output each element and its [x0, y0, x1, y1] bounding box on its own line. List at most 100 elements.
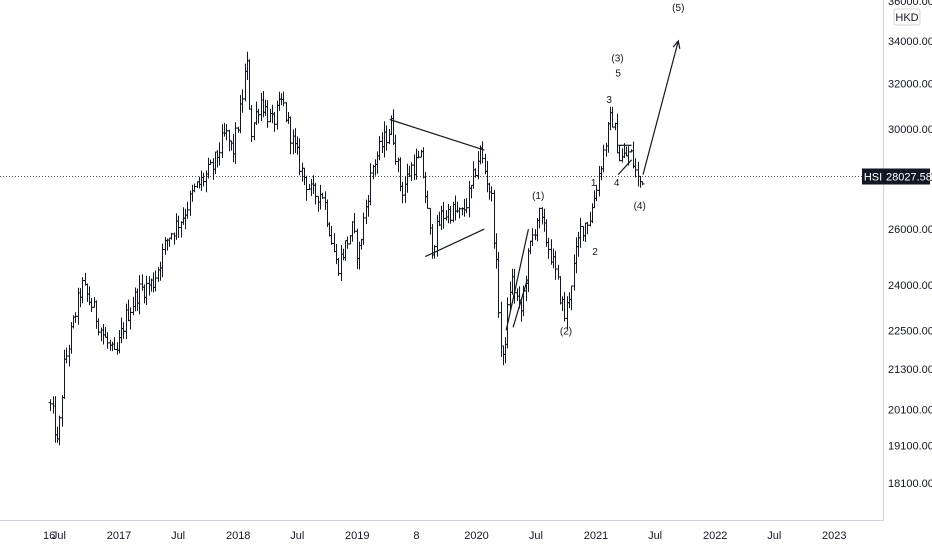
ohlc-bar — [160, 243, 165, 278]
ohlc-bar — [272, 112, 277, 132]
price-tick-label: 22500.00 — [888, 325, 932, 337]
ohlc-bar — [126, 299, 131, 322]
ohlc-bar — [508, 281, 513, 312]
ohlc-bar — [535, 218, 540, 242]
trendlines — [389, 39, 681, 331]
ohlc-bar — [176, 215, 181, 238]
ohlc-bar — [373, 159, 378, 176]
time-tick-label: 8 — [413, 530, 419, 542]
ohlc-bar — [496, 251, 501, 318]
ohlc-bar — [345, 236, 350, 249]
ohlc-bar — [530, 228, 535, 246]
ohlc-bar — [57, 415, 62, 446]
ohlc-bar — [327, 222, 332, 237]
ohlc-bar — [83, 272, 88, 286]
ohlc-bar — [247, 59, 252, 110]
last-price-indicator: HSI 28027.58 — [0, 168, 932, 185]
ohlc-bar — [215, 150, 220, 168]
ohlc-bar — [384, 125, 389, 151]
ohlc-bar — [371, 164, 376, 180]
ohlc-bar — [604, 142, 609, 157]
time-tick-label: 2019 — [345, 530, 369, 542]
time-tick-label: 2020 — [464, 530, 488, 542]
trendline — [505, 228, 529, 331]
ohlc-bar — [597, 165, 602, 197]
ohlc-bar — [562, 292, 567, 322]
wave-label: (5) — [672, 3, 684, 14]
price-axis[interactable]: 36000.0034000.0032000.0030000.0028000.00… — [888, 0, 932, 490]
ohlc-bar — [199, 170, 204, 191]
ohlc-bar — [464, 198, 469, 214]
ohlc-bar — [414, 148, 419, 180]
ohlc-bar — [510, 268, 515, 295]
time-tick-label: Jul — [767, 530, 781, 542]
ohlc-bar — [190, 184, 195, 202]
ohlc-bar — [133, 287, 138, 312]
ohlc-bar — [341, 248, 346, 261]
ohlc-bar — [364, 199, 369, 224]
ohlc-bar — [599, 166, 604, 181]
ohlc-bar — [501, 345, 506, 366]
ohlc-bar — [492, 189, 497, 249]
ohlc-bar — [229, 140, 234, 151]
ohlc-bar — [334, 244, 339, 265]
ohlc-bar — [67, 344, 72, 367]
ohlc-bar — [428, 207, 433, 235]
ohlc-bar — [546, 237, 551, 259]
ohlc-bar — [558, 276, 563, 305]
ohlc-bar — [343, 240, 348, 261]
ohlc-bar — [259, 92, 264, 122]
ohlc-bar — [471, 161, 476, 189]
ohlc-bar — [254, 101, 259, 125]
ohlc-bar — [174, 213, 179, 240]
projection-arrow — [642, 39, 681, 175]
time-tick-label: 16 — [43, 530, 55, 542]
ohlc-bar — [179, 221, 184, 238]
ohlc-bar — [540, 207, 545, 225]
ohlc-bar — [636, 161, 641, 187]
wave-label: 5 — [615, 69, 621, 80]
symbol-text: HSI — [864, 172, 882, 184]
price-tick-label: 32000.00 — [888, 79, 932, 91]
ohlc-bar — [243, 63, 248, 102]
ohlc-bar — [172, 232, 177, 245]
ohlc-bar — [195, 181, 200, 188]
ohlc-bar — [183, 208, 188, 230]
ohlc-bar — [565, 296, 570, 330]
ohlc-bar — [348, 235, 353, 245]
ohlc-bar — [467, 180, 472, 218]
ohlc-bar — [128, 307, 133, 330]
ohlc-bar — [610, 106, 615, 128]
ohlc-bar — [631, 141, 636, 169]
ohlc-bar — [140, 274, 145, 291]
ohlc-bar — [476, 151, 481, 180]
ohlc-bar — [323, 191, 328, 210]
ohlc-bar — [309, 179, 314, 197]
ohlc-bar — [213, 151, 218, 174]
ohlc-bar — [391, 109, 396, 145]
ohlc-bar — [366, 195, 371, 217]
ohlc-bar — [515, 288, 520, 302]
ohlc-bar — [238, 95, 243, 134]
ohlc-bar — [318, 184, 323, 210]
ohlc-bar — [528, 240, 533, 255]
ohlc-bar — [393, 134, 398, 165]
ohlc-bar — [480, 141, 485, 164]
ohlc-bar — [224, 124, 229, 141]
ohlc-bar — [350, 221, 355, 242]
ohlc-bar — [53, 396, 58, 443]
ohlc-bar — [606, 122, 611, 153]
ohlc-bar — [231, 133, 236, 163]
wave-label: 3 — [606, 95, 612, 106]
ohlc-bar — [617, 145, 622, 162]
ohlc-bar — [220, 124, 225, 159]
currency-label: HKD — [893, 8, 921, 26]
ohlc-bar — [585, 221, 590, 235]
ohlc-bar — [300, 162, 305, 182]
ohlc-bar — [240, 89, 245, 113]
ohlc-bar — [375, 151, 380, 174]
ohlc-bar — [55, 426, 60, 443]
